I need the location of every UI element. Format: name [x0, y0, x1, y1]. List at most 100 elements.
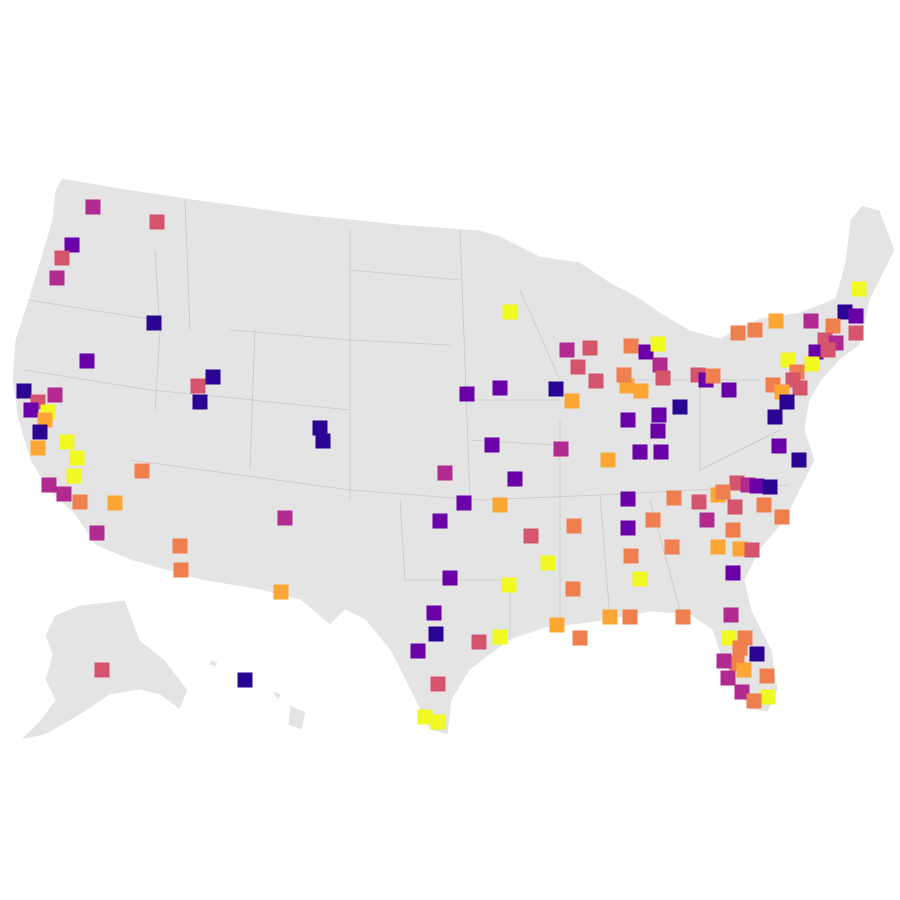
location-marker — [749, 646, 765, 662]
location-marker — [32, 424, 48, 440]
location-marker — [410, 643, 426, 659]
location-marker — [471, 634, 487, 650]
location-marker — [792, 380, 808, 396]
location-marker — [762, 479, 778, 495]
location-marker — [72, 494, 88, 510]
location-marker — [803, 313, 819, 329]
location-marker — [710, 539, 726, 555]
location-marker — [744, 542, 760, 558]
location-marker — [566, 518, 582, 534]
location-marker — [699, 512, 715, 528]
location-marker — [655, 370, 671, 386]
location-marker — [779, 394, 795, 410]
location-marker — [725, 565, 741, 581]
location-marker — [459, 386, 475, 402]
location-marker — [23, 402, 39, 418]
location-marker — [430, 676, 446, 692]
location-marker — [49, 270, 65, 286]
location-marker — [432, 513, 448, 529]
location-marker — [804, 356, 820, 372]
location-marker — [602, 609, 618, 625]
location-marker — [572, 630, 588, 646]
location-marker — [190, 378, 206, 394]
location-marker — [41, 477, 57, 493]
location-marker — [620, 520, 636, 536]
location-marker — [430, 714, 446, 730]
location-marker — [650, 423, 666, 439]
location-marker — [588, 373, 604, 389]
location-marker — [570, 359, 586, 375]
location-marker — [716, 653, 732, 669]
location-marker — [79, 353, 95, 369]
location-marker — [64, 237, 80, 253]
location-marker — [582, 340, 598, 356]
location-marker — [715, 484, 731, 500]
location-marker — [666, 490, 682, 506]
location-marker — [620, 412, 636, 428]
location-marker — [848, 325, 864, 341]
location-marker — [484, 437, 500, 453]
location-marker — [59, 434, 75, 450]
location-marker — [54, 250, 70, 266]
location-marker — [736, 662, 752, 678]
location-marker — [559, 342, 575, 358]
location-marker — [774, 509, 790, 525]
location-marker — [652, 357, 668, 373]
location-marker — [730, 325, 746, 341]
location-marker — [616, 367, 632, 383]
location-marker — [851, 281, 867, 297]
location-marker — [501, 577, 517, 593]
location-marker — [315, 433, 331, 449]
location-marker — [848, 308, 864, 324]
location-marker — [37, 412, 53, 428]
location-marker — [622, 609, 638, 625]
location-marker — [192, 394, 208, 410]
location-marker — [47, 387, 63, 403]
location-marker — [442, 570, 458, 586]
location-marker — [727, 499, 743, 515]
location-marker — [273, 584, 289, 600]
location-marker — [791, 452, 807, 468]
location-marker — [732, 541, 748, 557]
location-marker — [428, 626, 444, 642]
hawaii — [208, 659, 307, 731]
location-marker — [623, 338, 639, 354]
location-marker — [756, 497, 772, 513]
location-marker — [623, 548, 639, 564]
location-marker — [565, 581, 581, 597]
location-marker — [146, 315, 162, 331]
location-marker — [312, 420, 328, 436]
location-marker — [553, 441, 569, 457]
location-marker — [540, 555, 556, 571]
location-marker — [725, 522, 741, 538]
location-marker — [664, 539, 680, 555]
contiguous-us — [11, 177, 896, 736]
location-marker — [650, 336, 666, 352]
location-marker — [720, 670, 736, 686]
location-marker — [723, 607, 739, 623]
location-marker — [759, 668, 775, 684]
location-marker — [426, 605, 442, 621]
location-marker — [564, 393, 580, 409]
location-marker — [56, 486, 72, 502]
location-marker — [825, 318, 841, 334]
location-marker — [502, 304, 518, 320]
location-marker — [675, 609, 691, 625]
location-marker — [746, 693, 762, 709]
location-marker — [149, 214, 165, 230]
location-marker — [456, 495, 472, 511]
location-marker — [653, 444, 669, 460]
location-marker — [768, 313, 784, 329]
location-marker — [437, 465, 453, 481]
location-marker — [632, 444, 648, 460]
location-marker — [632, 571, 648, 587]
location-marker — [523, 528, 539, 544]
location-marker — [134, 463, 150, 479]
location-marker — [771, 438, 787, 454]
location-marker — [172, 538, 188, 554]
location-marker — [633, 383, 649, 399]
location-marker — [651, 407, 667, 423]
location-marker — [66, 468, 82, 484]
